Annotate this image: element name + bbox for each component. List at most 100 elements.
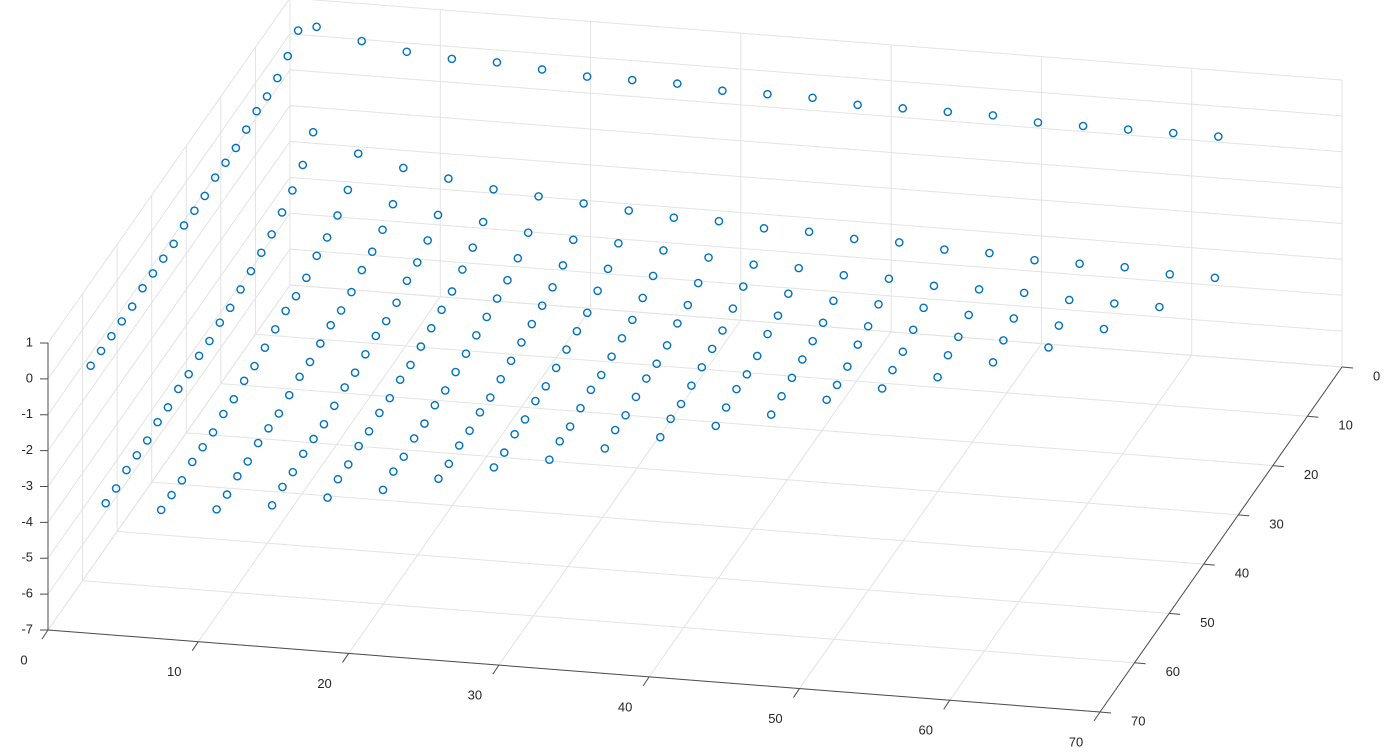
data-point	[523, 228, 533, 237]
data-point	[468, 243, 478, 252]
data-point	[416, 342, 426, 351]
data-point	[378, 225, 387, 235]
data-point	[1110, 299, 1119, 308]
data-point	[718, 326, 727, 335]
data-point	[672, 79, 682, 88]
data-point	[451, 367, 460, 377]
data-point	[208, 428, 218, 437]
data-point	[985, 248, 994, 258]
y-tick-label: 20	[1304, 467, 1318, 482]
data-point	[316, 339, 325, 348]
data-point	[839, 270, 849, 280]
data-point	[773, 311, 783, 320]
data-point	[687, 381, 696, 390]
grid-line	[648, 331, 892, 678]
grid-line	[289, 284, 1343, 368]
data-point	[295, 372, 304, 382]
data-point	[406, 360, 415, 370]
y-tick	[1099, 711, 1112, 714]
data-point	[943, 107, 953, 117]
data-point	[933, 372, 942, 382]
data-point	[187, 457, 197, 467]
data-point	[652, 359, 661, 369]
data-point	[111, 484, 121, 493]
data-point	[853, 340, 863, 349]
data-point	[239, 376, 249, 386]
data-point	[361, 349, 370, 359]
data-point	[732, 384, 741, 394]
data-point	[853, 100, 862, 110]
data-point	[1009, 314, 1019, 323]
data-point	[273, 73, 282, 83]
data-point	[832, 380, 842, 390]
z-tick-label: -5	[21, 550, 33, 565]
data-point	[621, 410, 630, 420]
data-point	[534, 192, 543, 201]
data-point	[354, 441, 363, 451]
data-point	[267, 230, 276, 239]
data-point	[312, 251, 322, 261]
data-point	[884, 274, 894, 284]
data-point	[274, 409, 284, 418]
data-point	[738, 282, 748, 291]
x-tick-label: 40	[618, 699, 632, 714]
grid-line	[47, 212, 291, 559]
data-point	[537, 301, 547, 310]
data-point	[593, 286, 602, 296]
data-point	[184, 369, 193, 379]
data-point	[988, 358, 998, 367]
x-tick	[642, 676, 650, 687]
x-tick	[943, 700, 951, 710]
data-point	[582, 72, 592, 81]
grid-line	[255, 333, 1308, 417]
data-point	[389, 467, 398, 476]
data-point	[697, 362, 707, 372]
y-tick	[1238, 514, 1250, 517]
data-point	[127, 302, 137, 311]
grid-line	[289, 33, 1343, 117]
x-tick-label: 0	[20, 652, 27, 667]
data-point	[673, 319, 682, 328]
data-point	[283, 51, 293, 61]
data-point	[278, 482, 287, 492]
data-point	[496, 374, 505, 384]
grid-line	[309, 0, 1343, 81]
data-point	[270, 325, 280, 334]
data-point	[1030, 255, 1039, 265]
data-point	[264, 423, 273, 433]
data-point	[101, 498, 111, 508]
grid-line	[289, 176, 1343, 260]
y-tick	[1341, 366, 1354, 369]
x-axis-line	[47, 629, 1101, 713]
data-point	[1099, 324, 1109, 334]
data-point	[1075, 259, 1084, 268]
data-point	[277, 208, 287, 217]
data-point	[177, 476, 187, 485]
data-point	[898, 347, 908, 357]
data-point	[568, 235, 578, 245]
data-point	[378, 485, 388, 495]
data-point	[241, 125, 251, 134]
data-point	[163, 403, 173, 412]
data-point	[627, 75, 637, 85]
data-point	[440, 386, 450, 395]
data-point	[357, 265, 367, 275]
y-tick-label: 60	[1166, 664, 1180, 679]
grid-line	[47, 105, 291, 451]
data-point	[200, 191, 210, 201]
data-point	[475, 408, 485, 417]
grid-line	[289, 105, 1343, 189]
x-tick	[342, 653, 349, 663]
data-point	[548, 283, 557, 292]
data-point	[718, 86, 727, 96]
data-point	[683, 300, 693, 310]
data-point	[908, 325, 918, 335]
data-point	[582, 308, 592, 318]
data-point	[929, 281, 939, 291]
data-point	[395, 375, 405, 385]
data-point	[648, 271, 658, 281]
data-point	[849, 234, 859, 244]
data-point	[433, 210, 443, 220]
grid-line	[220, 383, 1273, 467]
data-point	[267, 500, 277, 510]
